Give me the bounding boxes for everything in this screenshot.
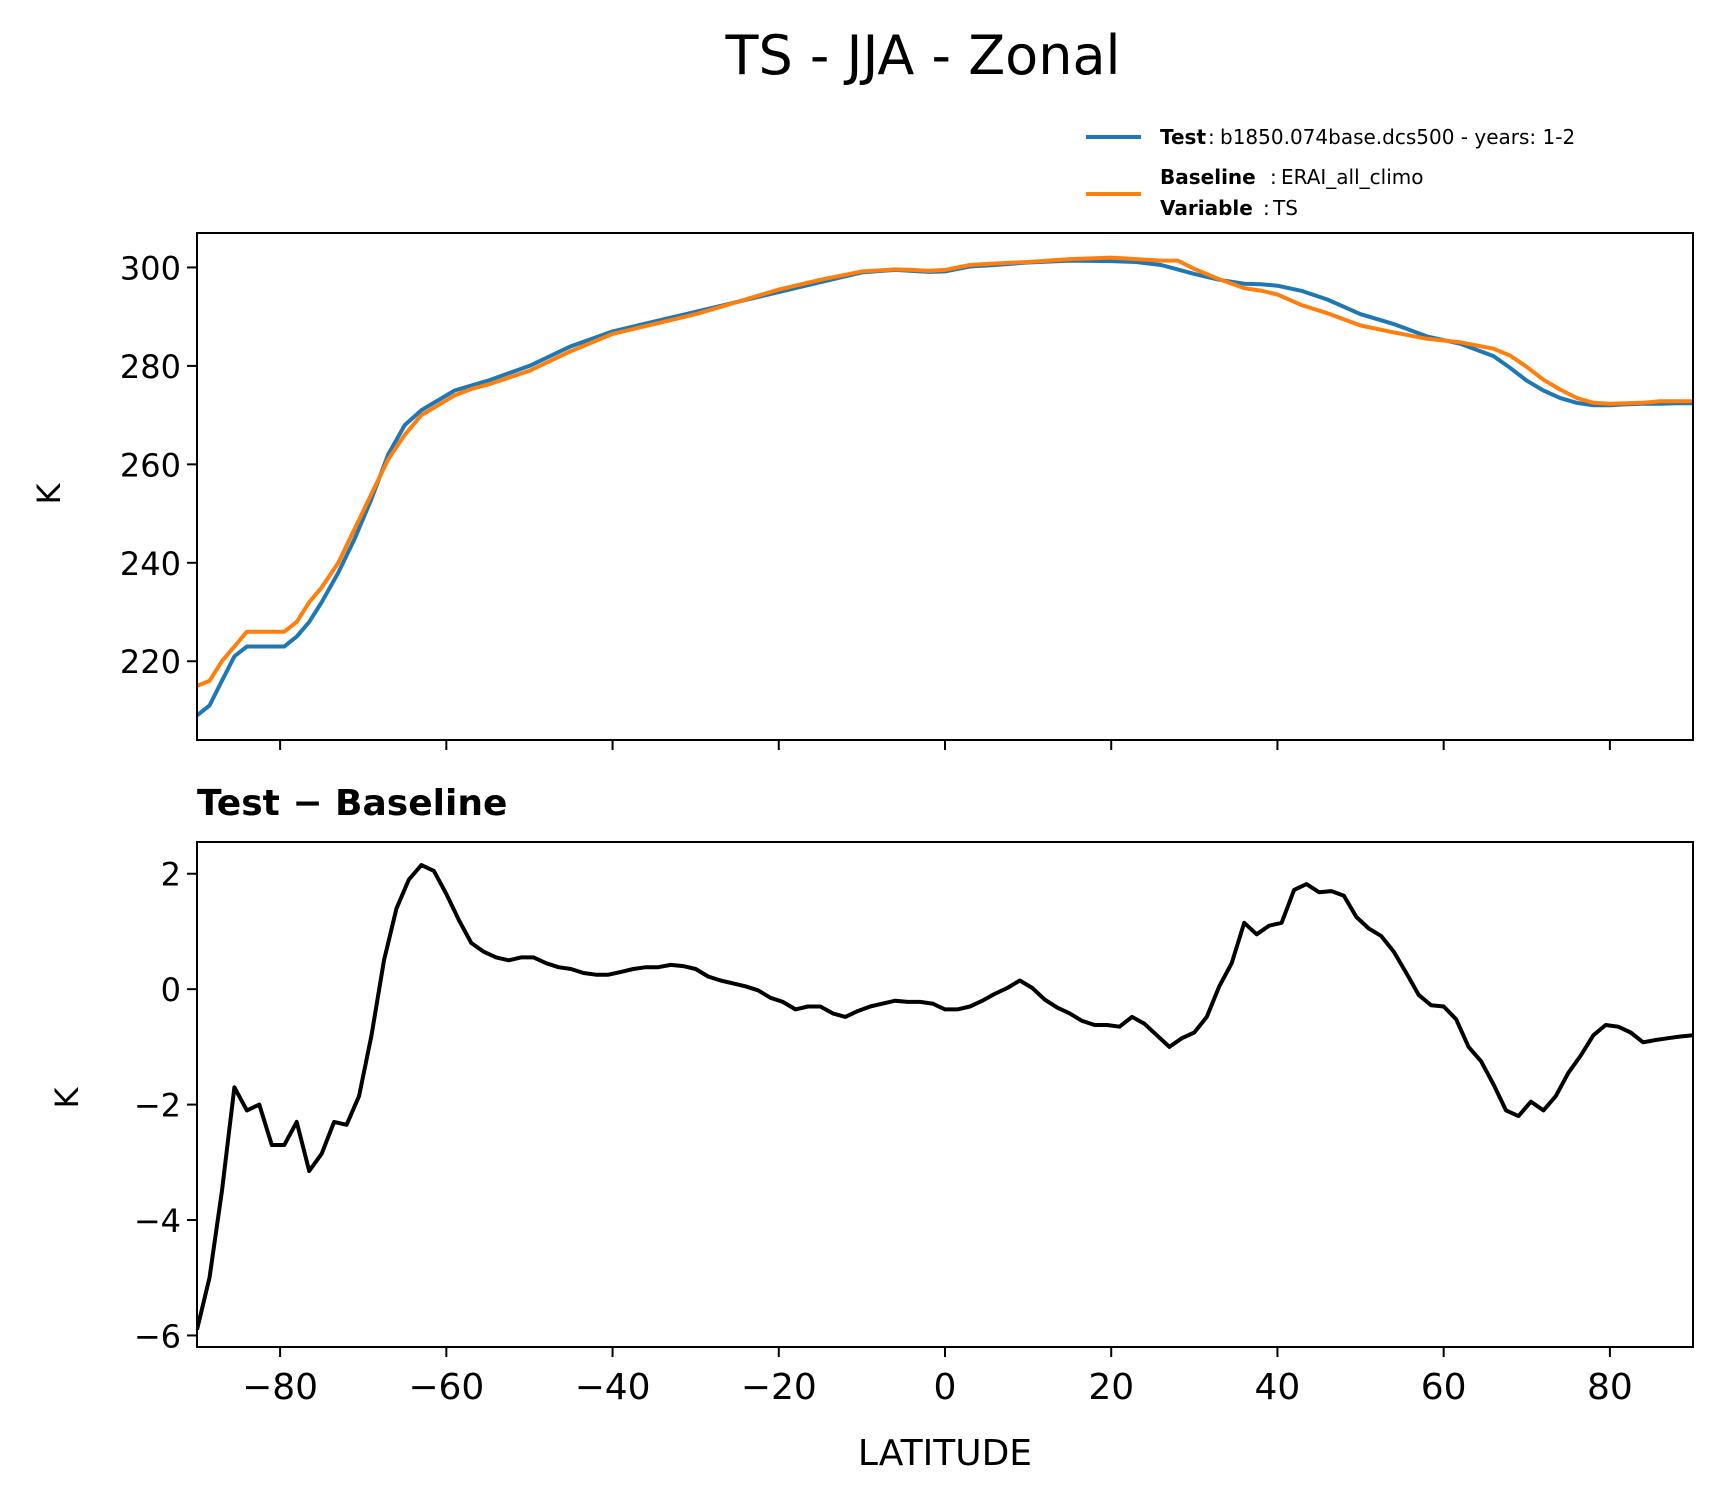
bottom-subplot-title: Test − Baseline [197,783,507,824]
top-axes: K 220 240 260 280 300 [30,232,1694,750]
top-y-tick-label: 220 [120,643,181,681]
bottom-y-label: K [48,1086,86,1108]
top-axes-frame [196,232,1694,741]
bottom-x-tick-label: −80 [242,1367,318,1408]
bottom-axes-frame [196,841,1694,1348]
bottom-y-tick-label: −6 [134,1317,181,1355]
bottom-y-tick-label: 0 [161,971,181,1009]
bottom-x-tick-label: 0 [934,1367,957,1408]
legend-test-value: b1850.074base.dcs500 - years: 1-2 [1220,125,1575,149]
top-y-tick-label: 280 [120,348,181,386]
bottom-x-tick-label: −20 [741,1367,817,1408]
bottom-x-tick-label: 20 [1088,1367,1134,1408]
legend-baseline-key: Baseline [1160,165,1256,189]
top-y-tick-label: 260 [120,446,181,484]
bottom-x-tick-label: 60 [1421,1367,1467,1408]
legend-variable-sep: : [1263,196,1270,220]
bottom-series-test-baseline [197,863,1693,1331]
figure-title: TS - JJA - Zonal [724,24,1120,87]
bottom-y-tick-label: −4 [134,1202,181,1240]
bottom-axes: Test − Baseline K LATITUDE −6−4−202−80 −6… [48,783,1694,1474]
top-y-tick-label: 240 [120,545,181,583]
bottom-x-tick-label: −40 [575,1367,651,1408]
legend-variable-key: Variable [1160,196,1253,220]
legend: Test : b1850.074base.dcs500 - years: 1-2… [1086,125,1575,220]
bottom-x-tick-label: 40 [1255,1367,1301,1408]
legend-baseline-sep: : [1270,165,1277,189]
bottom-y-tick-label: 2 [161,856,181,894]
top-y-label: K [30,482,68,504]
x-axis-label: LATITUDE [858,1433,1032,1474]
bottom-x-tick-label: −60 [408,1367,484,1408]
top-series-test [197,258,1693,717]
legend-test-key: Test [1160,125,1206,149]
bottom-y-tick-label: −2 [134,1087,181,1125]
bottom-x-tick-label: 80 [1587,1367,1633,1408]
top-series-baseline [197,255,1693,688]
top-y-tick-label: 300 [120,249,181,287]
legend-variable-value: TS [1272,196,1298,220]
legend-test-sep: : [1208,125,1215,149]
legend-baseline-value: ERAI_all_climo [1281,165,1424,189]
